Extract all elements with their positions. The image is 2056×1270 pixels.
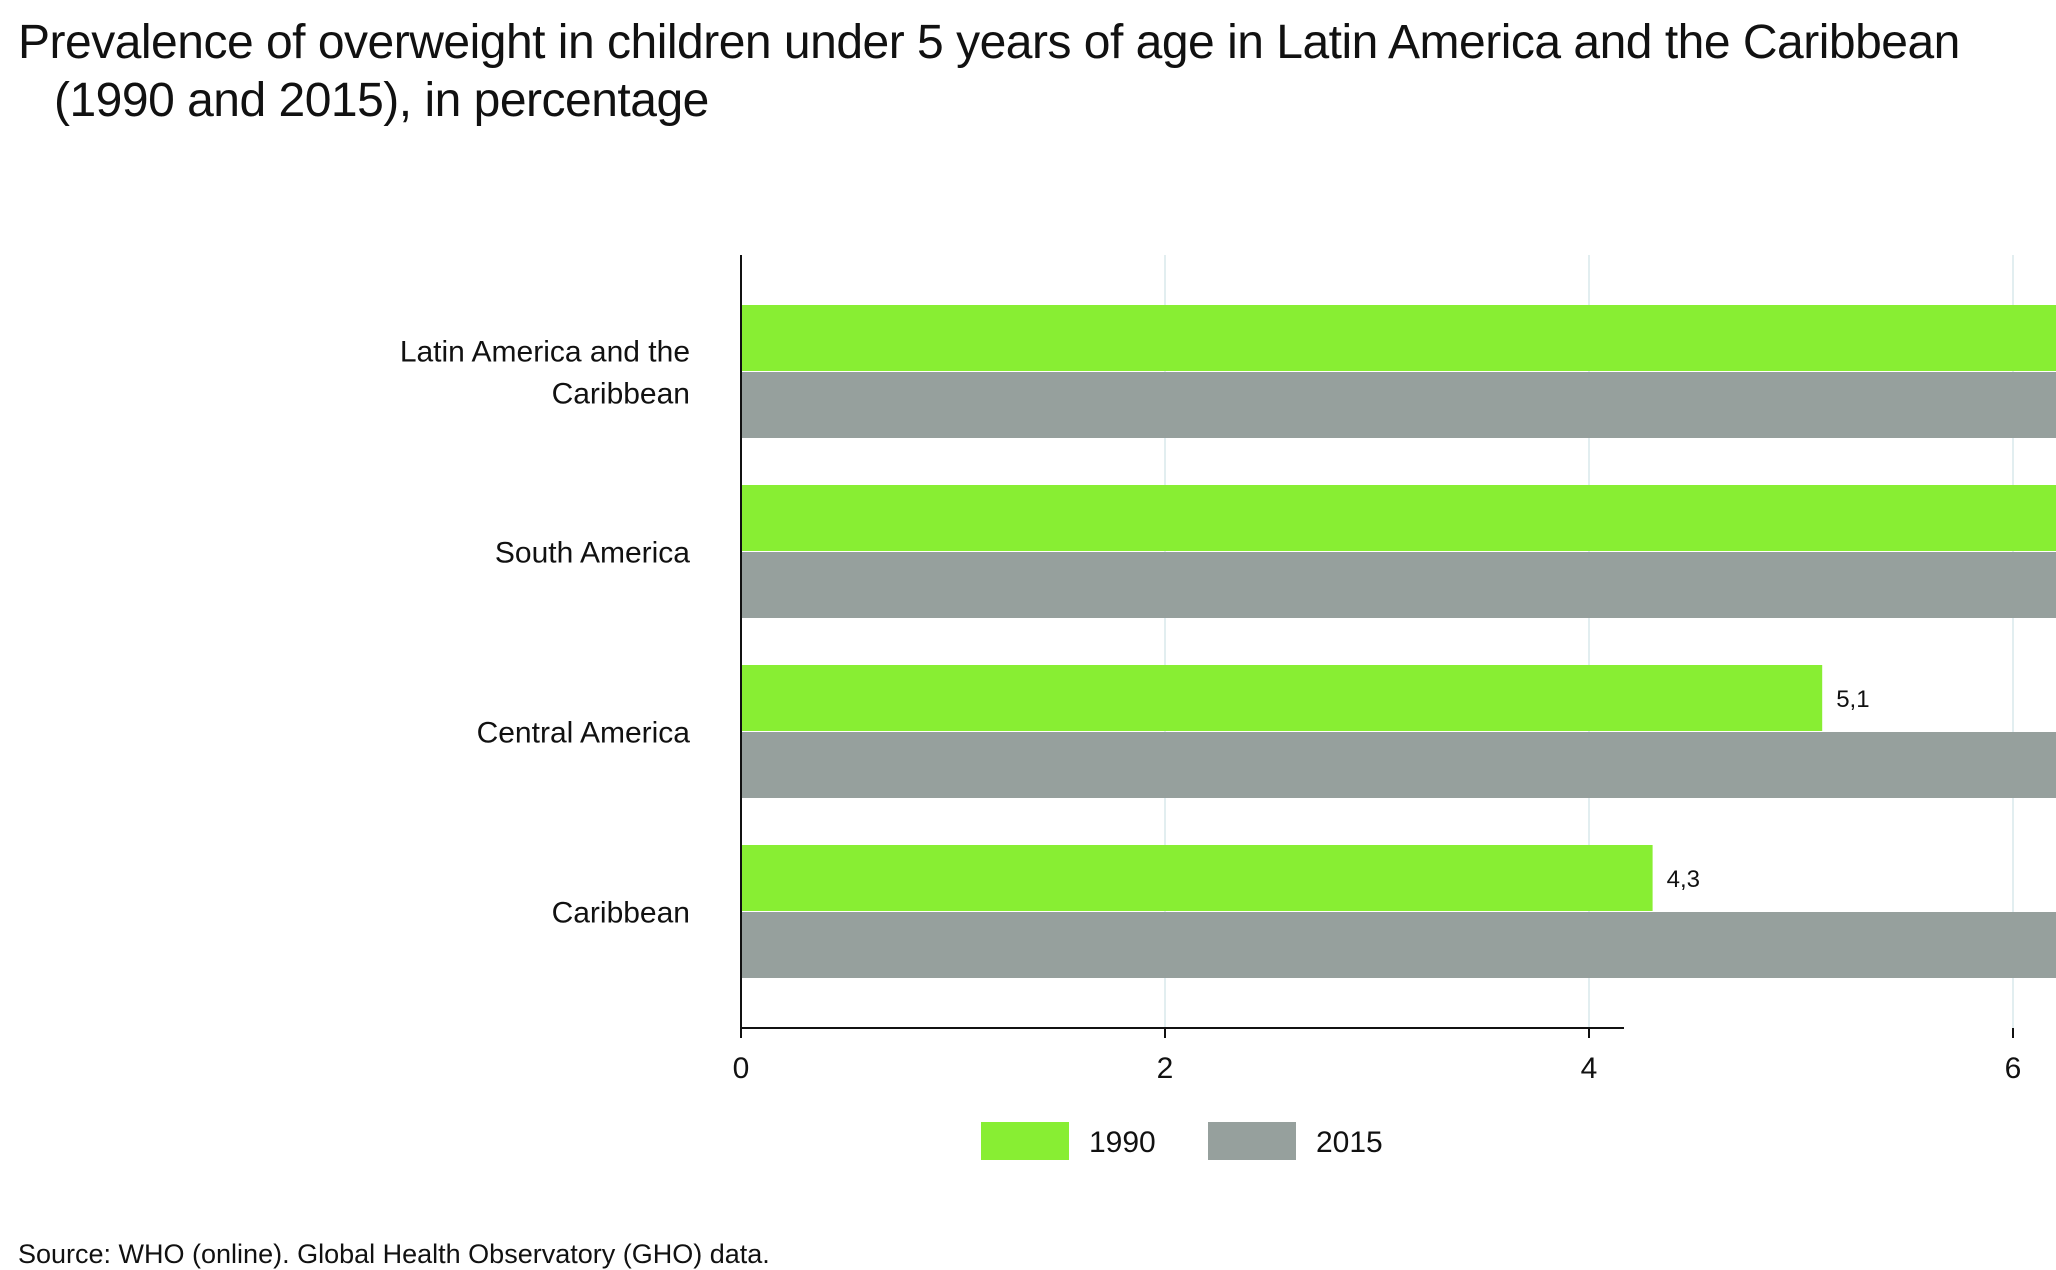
bar-2015-1	[741, 552, 2056, 618]
axes: 02468	[733, 255, 2022, 1085]
bar-1990-1	[741, 485, 2056, 551]
bar-1990-2	[741, 665, 1823, 731]
x-tick-label-2: 2	[1157, 1052, 1174, 1085]
data-label-1990-2: 5,1	[1836, 686, 1869, 713]
category-labels: Latin America and the Caribbean South Amer…	[400, 336, 690, 930]
bar-2015-2	[741, 732, 2056, 798]
bar-2015-0	[741, 372, 2056, 438]
legend-swatch-1990	[981, 1122, 1069, 1160]
bars	[741, 305, 2056, 978]
data-label-1990-3: 4,3	[1667, 866, 1700, 893]
bar-chart: 6,67,27,57,45,17,04,36,8 02468 Latin Ame…	[400, 255, 2056, 1160]
legend: 1990 2015	[981, 1122, 1383, 1160]
data-labels: 6,67,27,57,45,17,04,36,8	[1667, 686, 1870, 893]
legend-label-1990: 1990	[1089, 1126, 1156, 1159]
source-note: Source: WHO (online). Global Health Obse…	[18, 1239, 770, 1269]
x-tick-label-4: 4	[1581, 1052, 1598, 1085]
chart-title: Prevalence of overweight in children und…	[18, 14, 2038, 130]
chart-title-line-1: Prevalence of overweight in children und…	[18, 16, 1960, 69]
bar-1990-3	[741, 845, 1653, 911]
category-label-0-line-1: Caribbean	[552, 378, 690, 411]
category-label-1-line-0: South America	[495, 537, 690, 570]
x-tick-label-6: 6	[2005, 1052, 2022, 1085]
legend-swatch-2015	[1208, 1122, 1296, 1160]
bar-1990-0	[741, 305, 2056, 371]
category-label-3-line-0: Caribbean	[552, 897, 690, 930]
x-tick-label-0: 0	[733, 1052, 750, 1085]
bar-2015-3	[741, 912, 2056, 978]
chart-title-line-2: (1990 and 2015), in percentage	[54, 74, 709, 127]
legend-label-2015: 2015	[1316, 1126, 1383, 1159]
category-label-0-line-0: Latin America and the	[400, 336, 690, 369]
category-label-2-line-0: Central America	[477, 717, 691, 750]
